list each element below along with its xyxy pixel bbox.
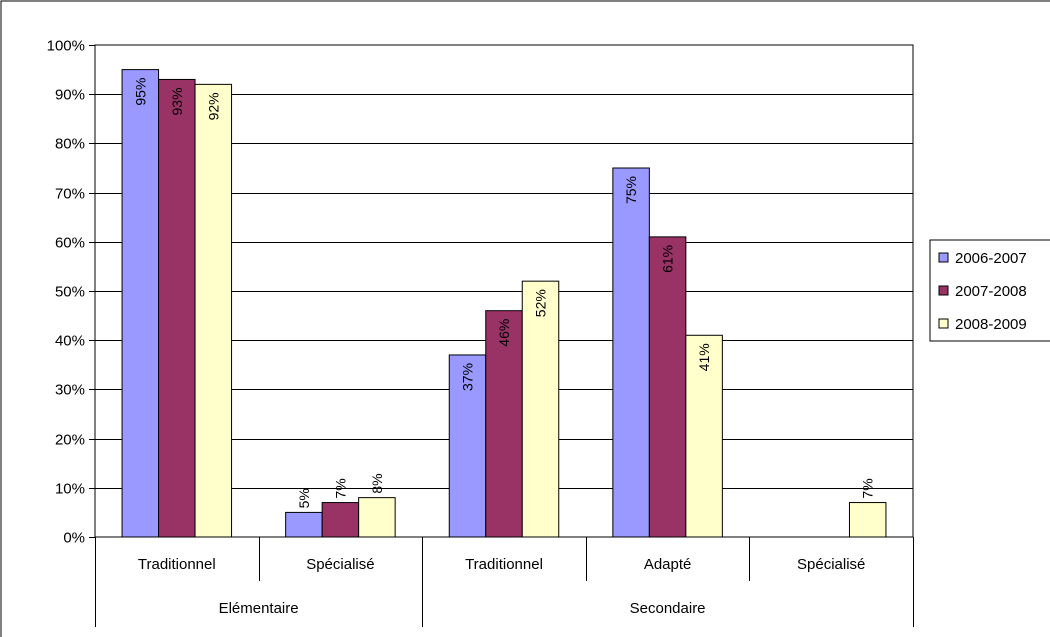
category-label: Adapté (644, 556, 692, 573)
data-label: 7% (332, 478, 348, 498)
bar (448, 354, 487, 538)
legend: 2006-2007 2007-2008 2008-2009 (929, 239, 1050, 342)
bar (285, 511, 323, 538)
data-label: 37% (460, 363, 476, 391)
y-tick-label: 10% (55, 481, 85, 498)
bar (685, 334, 723, 538)
y-tick-label: 20% (55, 432, 85, 449)
y-tick-label: 0% (63, 530, 85, 547)
y-tick-label: 50% (55, 284, 85, 301)
bar (612, 167, 650, 538)
data-label: 7% (860, 478, 876, 498)
data-label: 61% (660, 245, 676, 273)
bar (158, 78, 196, 538)
legend-label-2006-2007: 2006-2007 (955, 250, 1027, 267)
legend-swatch-2008-2009 (938, 318, 949, 329)
category-label: Traditionnel (138, 556, 216, 573)
category-label: Spécialisé (306, 556, 374, 573)
group-label: Elémentaire (219, 600, 299, 617)
category-label: Spécialisé (797, 556, 865, 573)
data-label: 92% (205, 92, 221, 120)
bars: 95% 5% 37% 75% 93% 7% 46% 61% 92% 8% 52% 41% 7% (121, 69, 887, 538)
data-label: 93% (169, 87, 185, 115)
bar (321, 502, 360, 538)
data-label: 95% (132, 78, 148, 106)
category-label: Traditionnel (465, 556, 543, 573)
legend-label-2007-2008: 2007-2008 (955, 283, 1027, 300)
data-label: 75% (623, 176, 639, 204)
data-label: 41% (696, 343, 712, 371)
legend-swatch-2006-2007 (938, 252, 949, 263)
data-label: 8% (369, 473, 385, 493)
bar (848, 502, 887, 538)
y-tick-label: 60% (55, 235, 85, 252)
data-label: 46% (496, 319, 512, 347)
data-label: 52% (533, 289, 549, 317)
legend-box (929, 239, 1050, 342)
bar (648, 236, 687, 538)
bar (485, 310, 523, 538)
y-tick-label: 40% (55, 333, 85, 350)
data-label: 5% (296, 488, 312, 508)
y-tick-label: 100% (47, 38, 85, 55)
legend-label-2008-2009: 2008-2009 (955, 316, 1027, 333)
y-tick-label: 90% (55, 87, 85, 104)
y-tick-label: 30% (55, 382, 85, 399)
bar (121, 69, 160, 538)
group-label: Secondaire (630, 600, 706, 617)
axes: 0% 10% 20% 30% 40% 50% 60% 70% 80% 90% 100% Traditi… (47, 38, 914, 627)
bar (521, 280, 560, 538)
legend-swatch-2007-2008 (938, 285, 949, 296)
y-tick-label: 70% (55, 186, 85, 203)
bar (194, 83, 233, 538)
y-tick-label: 80% (55, 136, 85, 153)
bar (358, 497, 396, 538)
